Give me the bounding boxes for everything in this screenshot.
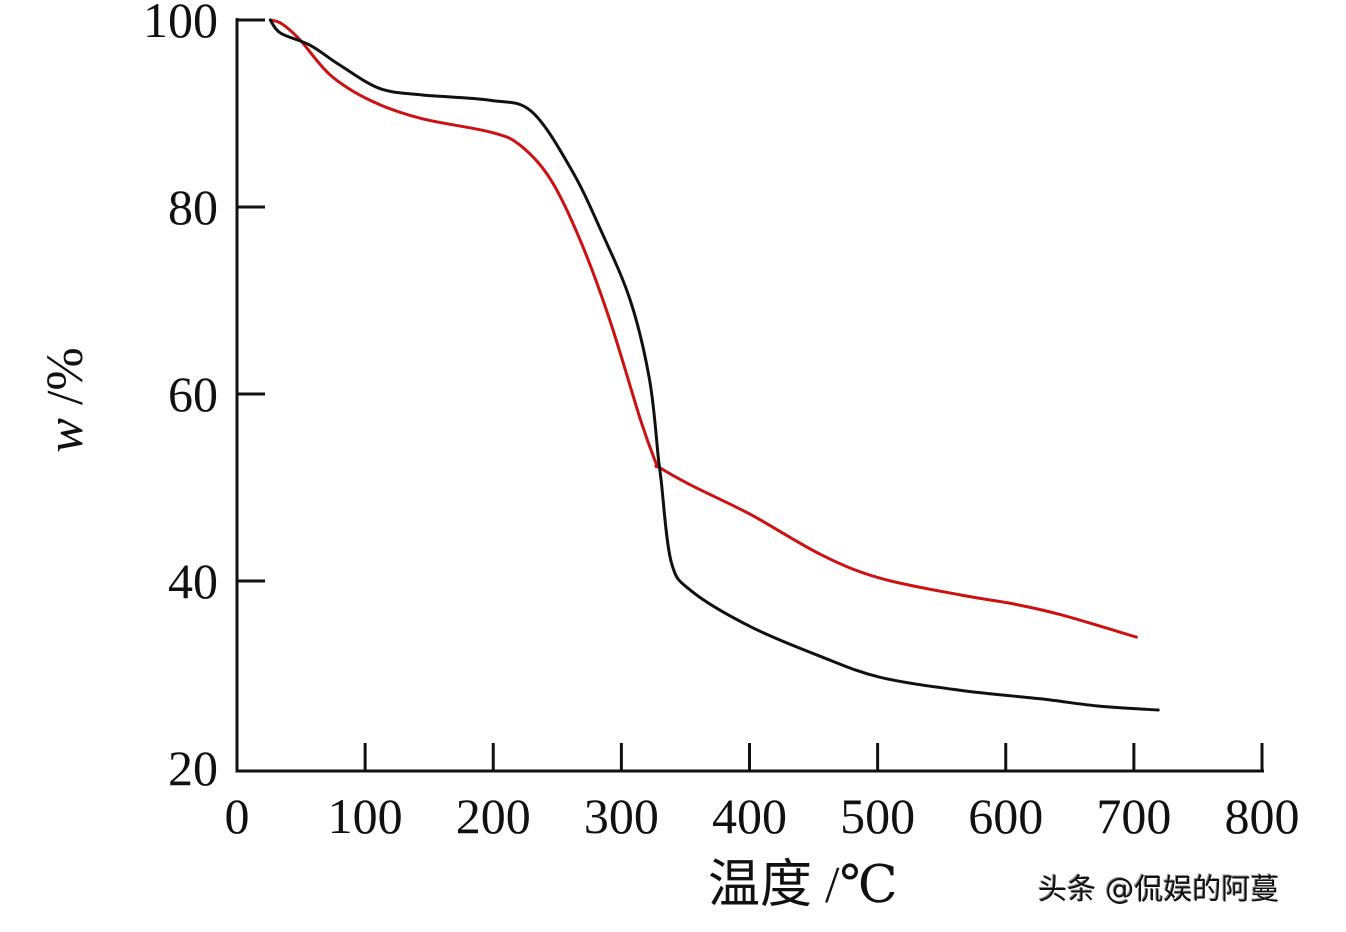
y-tick-label: 60 — [168, 366, 218, 422]
y-tick-label: 80 — [168, 179, 218, 235]
y-ticks: 20 40 60 80 100 — [143, 0, 265, 796]
y-tick-label: 40 — [168, 553, 218, 609]
y-axis-title-unit: /% — [37, 347, 94, 418]
svg-text:w /%: w /% — [37, 347, 94, 452]
y-tick-label: 20 — [168, 740, 218, 796]
x-tick-label: 0 — [225, 788, 250, 844]
x-tick-label: 500 — [840, 788, 915, 844]
x-tick-label: 400 — [712, 788, 787, 844]
watermark: 头条 @侃娱的阿蔓 — [1038, 872, 1280, 906]
series-group — [268, 18, 1160, 712]
x-tick-label: 100 — [328, 788, 403, 844]
x-tick-label: 200 — [456, 788, 531, 844]
x-axis-title: 温度 /℃ — [708, 857, 898, 914]
x-tick-label: 800 — [1225, 788, 1300, 844]
red-curve — [268, 18, 1138, 639]
y-tick-label: 100 — [143, 0, 218, 48]
x-tick-label: 700 — [1096, 788, 1171, 844]
y-axis-title: w /% — [37, 347, 94, 452]
x-tick-label: 300 — [584, 788, 659, 844]
x-tick-label: 600 — [968, 788, 1043, 844]
x-ticks: 0 100 200 300 400 500 600 700 800 — [225, 743, 1300, 844]
black-curve — [268, 18, 1160, 712]
y-axis-title-var: w — [37, 418, 94, 453]
